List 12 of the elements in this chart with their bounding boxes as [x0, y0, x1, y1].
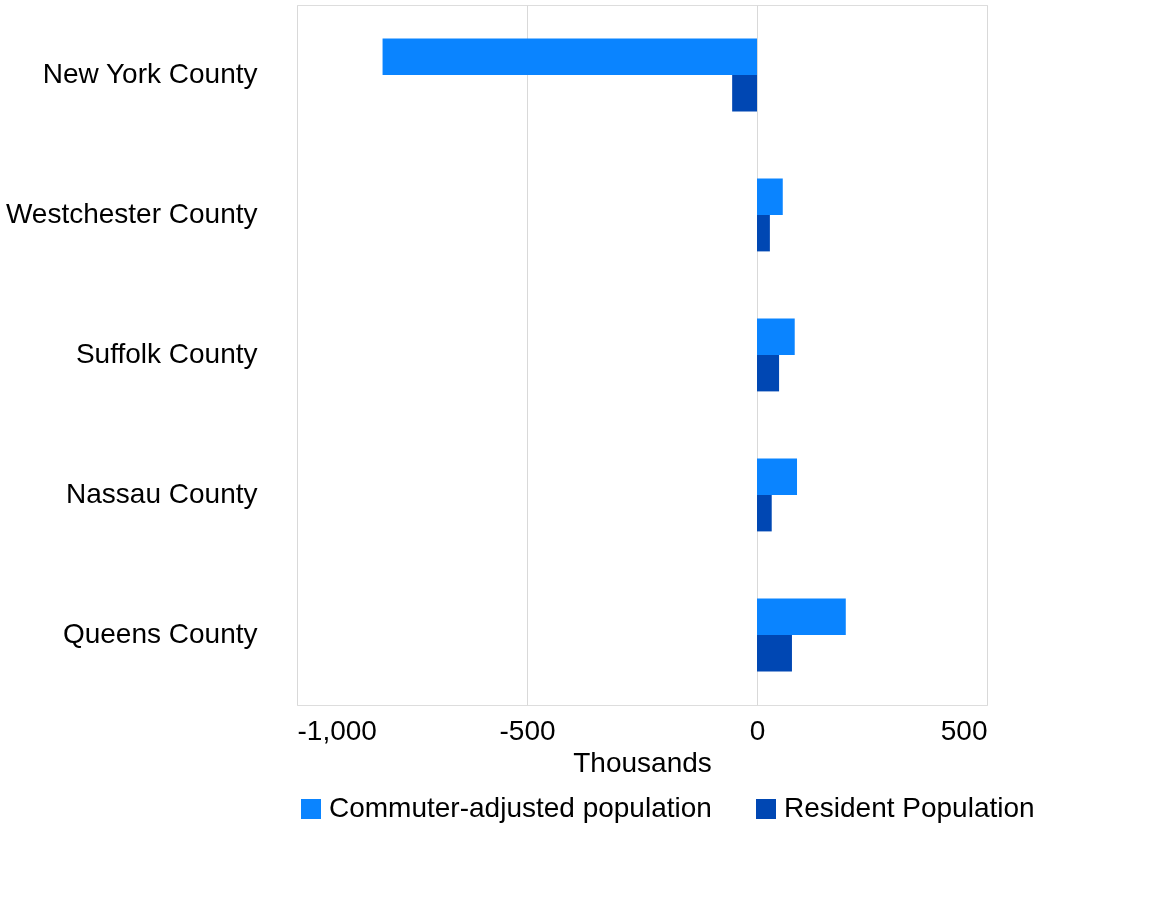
x-tick-label: -500	[499, 714, 556, 746]
x-tick-label: -1,000	[297, 714, 377, 746]
x-axis-title: Thousands	[573, 746, 712, 778]
y-tick-label: New York County	[42, 58, 258, 89]
legend-label: Resident Population	[784, 792, 1035, 823]
x-tick-label: 0	[749, 714, 766, 746]
y-tick-label: Westchester County	[5, 198, 258, 229]
x-tick-label: 500	[940, 714, 988, 746]
legend-label: Commuter-adjusted population	[329, 792, 712, 823]
y-tick-label: Nassau County	[66, 478, 258, 509]
y-tick-label: Suffolk County	[75, 338, 258, 369]
y-tick-label: Queens County	[62, 618, 258, 649]
